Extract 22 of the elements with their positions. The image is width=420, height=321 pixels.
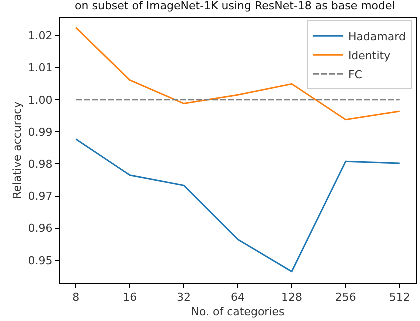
- y-tick-label: 0.95: [28, 254, 53, 268]
- y-axis-title: Relative accuracy: [10, 101, 24, 200]
- x-tick-label: 512: [389, 291, 410, 304]
- y-tick-label: 0.96: [28, 222, 53, 236]
- x-tick-label: 128: [281, 291, 302, 304]
- x-axis-title: No. of categories: [191, 305, 286, 318]
- x-tick-label: 64: [231, 291, 246, 304]
- legend-label: Identity: [348, 49, 392, 62]
- line-series: [75, 138, 401, 273]
- x-tick-label: 8: [72, 291, 80, 304]
- x-tick-label: 16: [123, 291, 138, 304]
- legend-label: Hadamard: [348, 30, 406, 44]
- y-tick-label: 1.02: [28, 30, 53, 43]
- x-tick-label: 32: [177, 291, 192, 304]
- y-tick-label: 1.00: [28, 94, 53, 107]
- chart-title: on subset of ImageNet-1K using ResNet-18 as base model: [75, 0, 396, 12]
- y-tick-label: 0.98: [28, 158, 53, 171]
- y-tick-label: 0.99: [28, 126, 53, 139]
- y-tick-label: 0.97: [28, 190, 53, 204]
- x-tick-label: 256: [335, 291, 356, 304]
- y-tick-label: 1.01: [28, 62, 53, 75]
- legend-label: FC: [348, 68, 363, 82]
